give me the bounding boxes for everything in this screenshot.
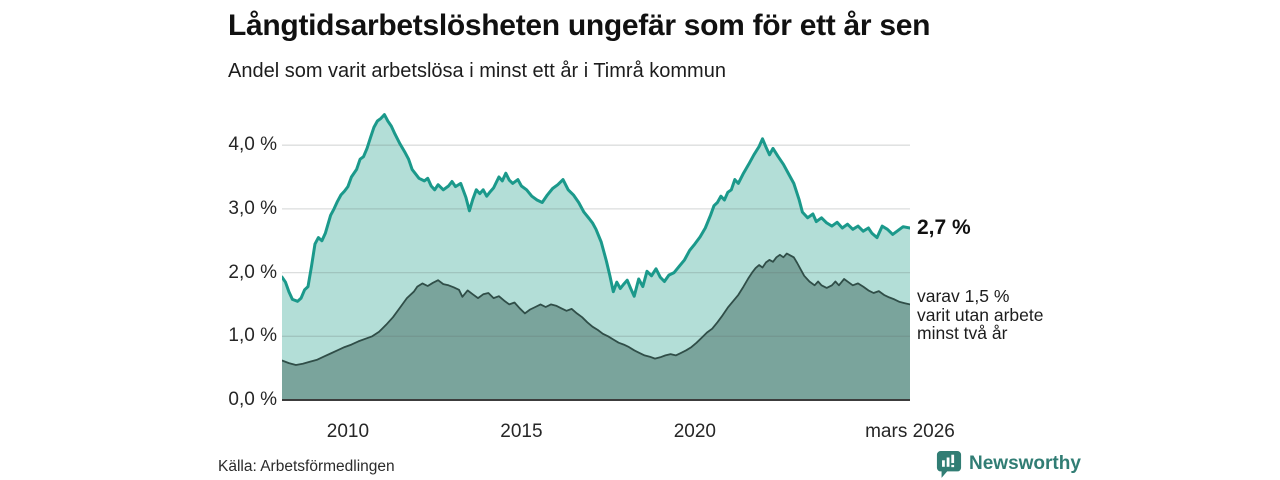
- x-tick-label: 2010: [326, 421, 370, 442]
- x-tick-label: mars 2026: [865, 421, 955, 442]
- chart-title: Långtidsarbetslösheten ungefär som för e…: [228, 9, 931, 42]
- source-note: Källa: Arbetsförmedlingen: [218, 458, 395, 475]
- newsworthy-logo: Newsworthy: [936, 450, 1081, 478]
- newsworthy-icon: [936, 451, 962, 478]
- y-tick-label: 2,0 %: [228, 261, 277, 283]
- series-line: [281, 252, 911, 366]
- x-tick-label: 2015: [500, 421, 543, 442]
- series-area: [282, 253, 910, 400]
- y-tick-label: 0,0 %: [228, 389, 277, 410]
- plot-area: [278, 100, 912, 402]
- newsworthy-wordmark: Newsworthy: [969, 453, 1081, 474]
- unemployment-area-chart: [278, 113, 912, 401]
- y-tick-label: 4,0 %: [228, 134, 277, 156]
- chart-subtitle: Andel som varit arbetslösa i minst ett å…: [228, 60, 726, 82]
- x-tick-label: 2020: [673, 421, 717, 442]
- y-tick-label: 3,0 %: [228, 197, 277, 219]
- y-tick-label: 1,0 %: [228, 325, 277, 347]
- series-line: [280, 113, 912, 303]
- end-label-two-year: varav 1,5 % varit utan arbete minst två …: [917, 286, 1044, 344]
- end-value-total: 2,7 %: [917, 216, 971, 239]
